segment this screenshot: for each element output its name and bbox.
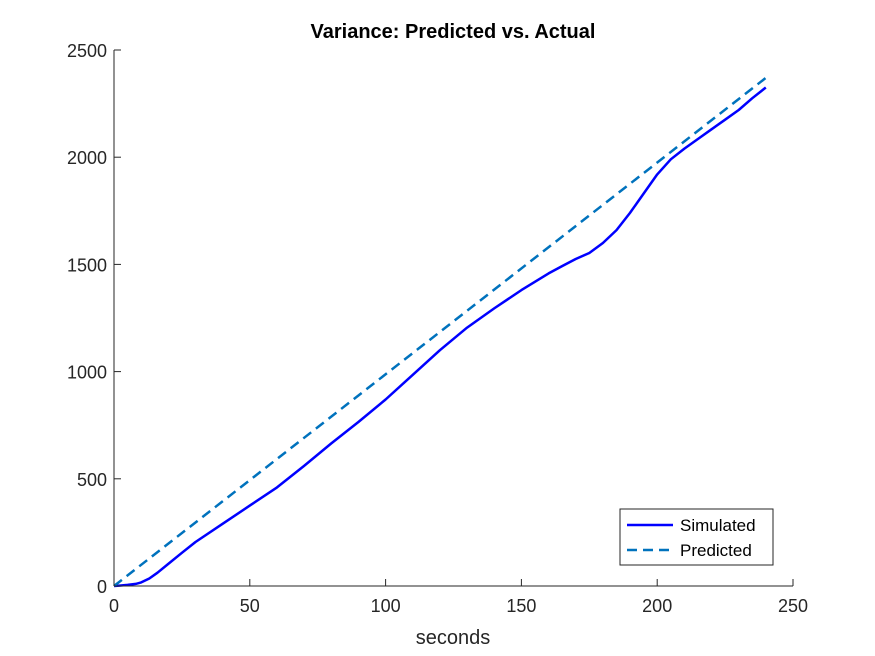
legend: Simulated Predicted: [619, 508, 774, 566]
series-layer: [113, 76, 767, 588]
x-tick-label: 50: [240, 596, 260, 616]
y-tick-label: 2000: [67, 148, 107, 168]
y-tick-label: 500: [77, 470, 107, 490]
x-tick-label: 200: [642, 596, 672, 616]
y-tick-label: 1000: [67, 363, 107, 383]
x-axis-label: seconds: [416, 627, 491, 649]
x-tick-label: 150: [506, 596, 536, 616]
series-line-predicted: [113, 76, 767, 587]
y-tick-label: 0: [97, 577, 107, 597]
plot-area: 0 50 100 150 200 250 0 500 1000 1500 2000 2500: [67, 41, 808, 616]
legend-label-simulated: Simulated: [680, 516, 756, 535]
y-ticks: 0 500 1000 1500 2000 2500: [67, 41, 121, 597]
legend-label-predicted: Predicted: [680, 541, 752, 560]
x-tick-label: 0: [109, 596, 119, 616]
y-tick-label: 1500: [67, 255, 107, 275]
x-ticks: 0 50 100 150 200 250: [109, 579, 808, 616]
x-tick-label: 250: [778, 596, 808, 616]
y-tick-label: 2500: [67, 41, 107, 61]
chart-title: Variance: Predicted vs. Actual: [311, 21, 596, 43]
legend-box: [619, 508, 774, 566]
x-tick-label: 100: [371, 596, 401, 616]
series-line-simulated: [113, 86, 767, 588]
